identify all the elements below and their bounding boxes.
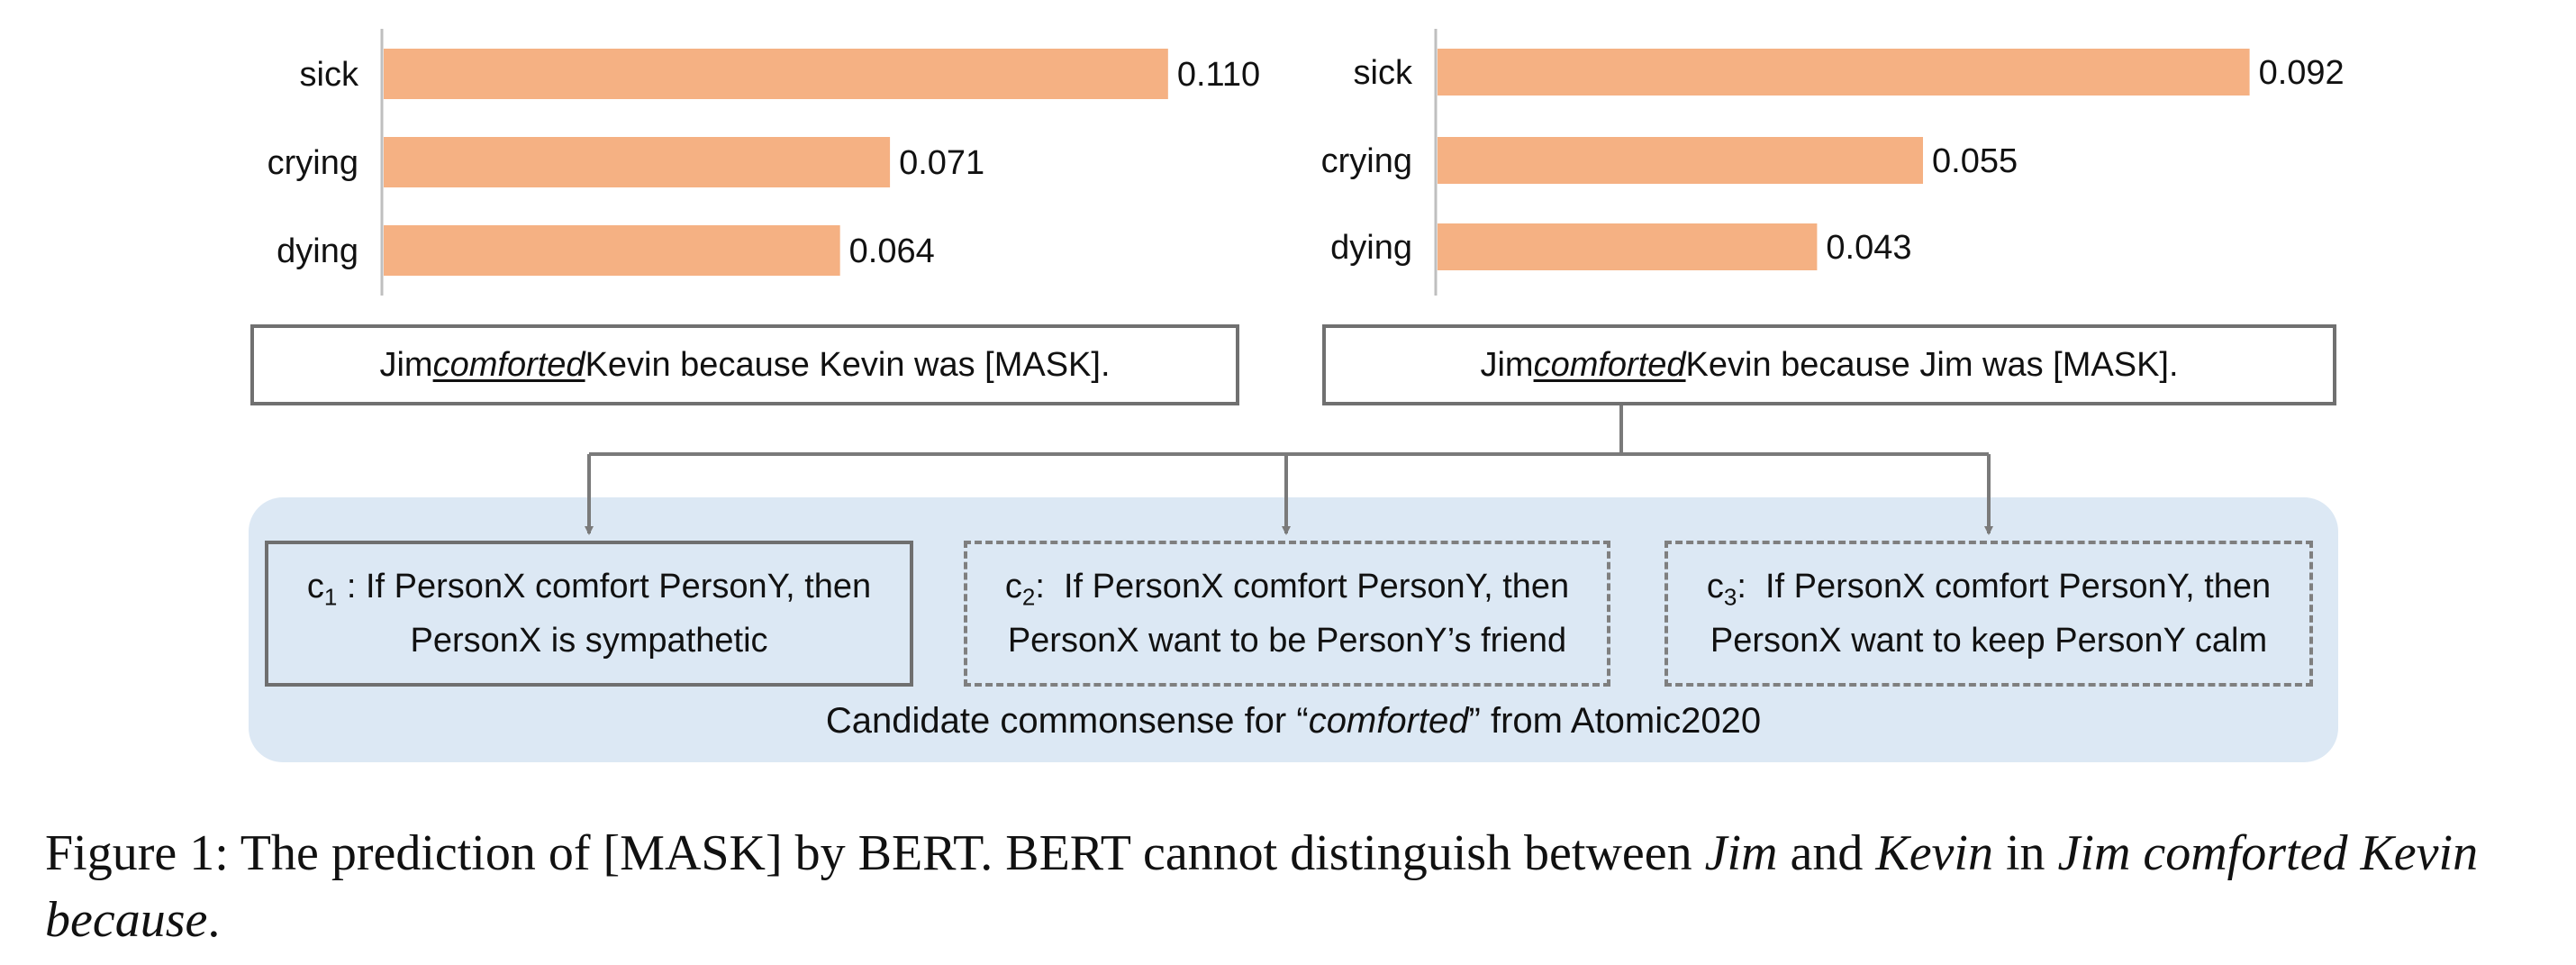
candidate-1-id: c	[306, 568, 324, 606]
figure-caption-label: Figure 1: The prediction of [MASK] by BE…	[45, 825, 1705, 881]
candidate-2-line2: PersonX want to be PersonY’s friend	[1007, 621, 1567, 660]
figure-caption-name1: Jim	[1704, 825, 1778, 881]
chart-right-bar-crying	[1438, 137, 1923, 184]
figure-caption: Figure 1: The prediction of [MASK] by BE…	[45, 820, 2549, 953]
figure-caption-in: in	[1992, 825, 2058, 881]
chart-left-category-crying: crying	[268, 144, 358, 182]
chart-left-category-dying: dying	[277, 232, 358, 270]
chart-right-value-crying: 0.055	[1932, 142, 2018, 180]
candidate-1-text1: If PersonX comfort PersonY, then	[366, 568, 872, 606]
chart-left-bar-crying	[384, 137, 891, 187]
chart-left-bar-sick	[384, 49, 1168, 99]
panel-caption-post: ” from Atomic2020	[1468, 701, 1762, 741]
panel-caption-verb: comforted	[1308, 701, 1469, 741]
candidate-2-line1: c2: If PersonX comfort PersonY, then	[1005, 565, 1569, 619]
figure-caption-and: and	[1777, 825, 1876, 881]
chart-right-value-sick: 0.092	[2259, 54, 2345, 92]
candidate-box-1: c1 : If PersonX comfort PersonY, then Pe…	[265, 541, 913, 687]
sentence-right-post: Kevin because Jim was [MASK].	[1685, 345, 2179, 384]
candidate-box-2: c2: If PersonX comfort PersonY, then Per…	[964, 541, 1610, 687]
sentence-right-verb: comforted	[1533, 345, 1686, 384]
chart-left-category-sick: sick	[300, 56, 359, 94]
chart-right-bar-dying	[1438, 223, 1818, 270]
panel-caption-pre: Candidate commonsense for “	[825, 701, 1309, 741]
sentence-left-verb: comforted	[432, 345, 585, 384]
chart-left-value-sick: 0.110	[1177, 56, 1260, 94]
bar-chart-left: sick 0.110 crying 0.071 dying 0.064	[268, 29, 1260, 296]
figure-caption-end: .	[207, 892, 221, 948]
chart-left-value-crying: 0.071	[899, 144, 984, 182]
connector-arrows	[585, 405, 1993, 535]
chart-left-bar-dying	[384, 225, 840, 276]
candidate-3-sep: :	[1737, 568, 1765, 606]
panel-caption: Candidate commonsense for “comforted” fr…	[249, 701, 2338, 742]
candidate-box-3: c3: If PersonX comfort PersonY, then Per…	[1664, 541, 2313, 687]
candidate-3-text1: If PersonX comfort PersonY, then	[1765, 568, 2272, 606]
candidate-3-sub: 3	[1723, 583, 1737, 611]
candidate-1-line2: PersonX is sympathetic	[410, 621, 768, 660]
sentence-box-right: Jim comforted Kevin because Jim was [MAS…	[1322, 324, 2336, 405]
chart-right-value-dying: 0.043	[1826, 229, 1911, 267]
sentence-right-pre: Jim	[1480, 345, 1534, 384]
figure-caption-name2: Kevin	[1875, 825, 1993, 881]
chart-right-category-crying: crying	[1321, 142, 1412, 180]
chart-right-category-dying: dying	[1330, 229, 1412, 267]
candidate-1-line1: c1 : If PersonX comfort PersonY, then	[307, 565, 871, 619]
candidate-3-id: c	[1706, 568, 1724, 606]
sentence-box-left: Jim comforted Kevin because Kevin was [M…	[250, 324, 1239, 405]
chart-right-category-sick: sick	[1354, 54, 1413, 92]
sentence-left-post: Kevin because Kevin was [MASK].	[585, 345, 1111, 384]
candidate-2-id: c	[1004, 568, 1022, 606]
figure-caption-phrase: Jim comforted Kevin because	[45, 825, 2479, 948]
candidate-2-sep: :	[1035, 568, 1064, 606]
candidate-3-line1: c3: If PersonX comfort PersonY, then	[1707, 565, 2271, 619]
candidate-2-sub: 2	[1021, 583, 1036, 611]
candidate-2-text1: If PersonX comfort PersonY, then	[1064, 568, 1570, 606]
chart-right-bar-sick	[1438, 49, 2250, 96]
chart-left-value-dying: 0.064	[849, 232, 935, 270]
candidate-1-sub: 1	[323, 583, 338, 611]
candidate-3-line2: PersonX want to keep PersonY calm	[1710, 621, 2268, 660]
sentence-left-pre: Jim	[379, 345, 433, 384]
bar-chart-right: sick 0.092 crying 0.055 dying 0.043	[1321, 29, 2345, 296]
candidate-1-sep: :	[337, 568, 366, 606]
